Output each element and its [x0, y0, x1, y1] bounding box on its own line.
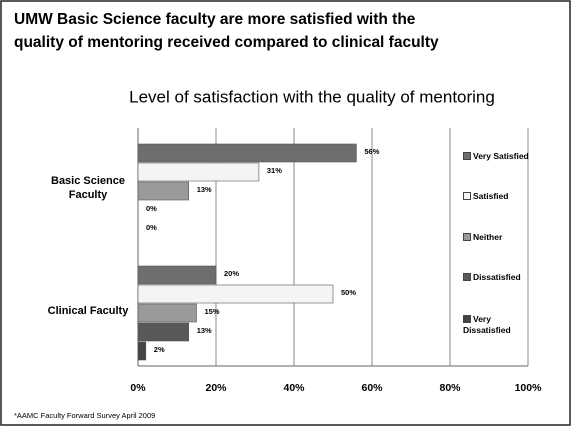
data-label: 20% [224, 269, 239, 278]
data-label: 50% [341, 288, 356, 297]
legend-swatch [463, 152, 471, 160]
bar [137, 162, 260, 182]
data-label: 31% [267, 166, 282, 175]
x-tick-label: 0% [130, 382, 146, 394]
bar [137, 322, 190, 342]
data-label: 56% [364, 147, 379, 156]
legend-item: Dissatisfied [463, 272, 533, 283]
x-tick-label: 100% [515, 382, 543, 394]
legend-item: Neither [463, 232, 533, 243]
x-tick-label: 20% [205, 382, 227, 394]
legend-label: Dissatisfied [473, 272, 521, 282]
data-label: 13% [197, 185, 212, 194]
legend-item: Very Dissatisfied [463, 314, 523, 336]
bar [137, 303, 197, 323]
bar [137, 284, 334, 304]
legend-item: Very Satisfied [463, 151, 533, 162]
x-tick-label: 60% [361, 382, 383, 394]
data-label: 15% [205, 307, 220, 316]
y-tick-label: Clinical Faculty [47, 304, 129, 317]
data-label: 2% [154, 345, 165, 354]
bar [137, 181, 190, 201]
legend-label: Neither [473, 232, 503, 242]
bar [137, 143, 357, 163]
chart-title: Level of satisfaction with the quality o… [129, 87, 495, 106]
x-tick-label: 40% [283, 382, 305, 394]
footnote: *AAMC Faculty Forward Survey April 2009 [14, 411, 155, 420]
bar [137, 265, 217, 285]
legend-label: Very Dissatisfied [463, 314, 511, 335]
legend-swatch [463, 233, 471, 241]
legend-label: Very Satisfied [473, 151, 529, 161]
bar [137, 341, 147, 361]
legend-item: Satisfied [463, 191, 533, 202]
slide-title-line: quality of mentoring received compared t… [14, 34, 439, 51]
legend-swatch [463, 273, 471, 281]
legend-label: Satisfied [473, 191, 509, 201]
data-label: 0% [146, 223, 157, 232]
data-label: 13% [197, 326, 212, 335]
legend-swatch [463, 192, 471, 200]
slide-title-line: UMW Basic Science faculty are more satis… [14, 11, 416, 28]
data-label: 0% [146, 204, 157, 213]
y-tick-label: Basic Science Faculty [51, 174, 125, 201]
legend-swatch [463, 315, 471, 323]
x-tick-label: 80% [439, 382, 461, 394]
